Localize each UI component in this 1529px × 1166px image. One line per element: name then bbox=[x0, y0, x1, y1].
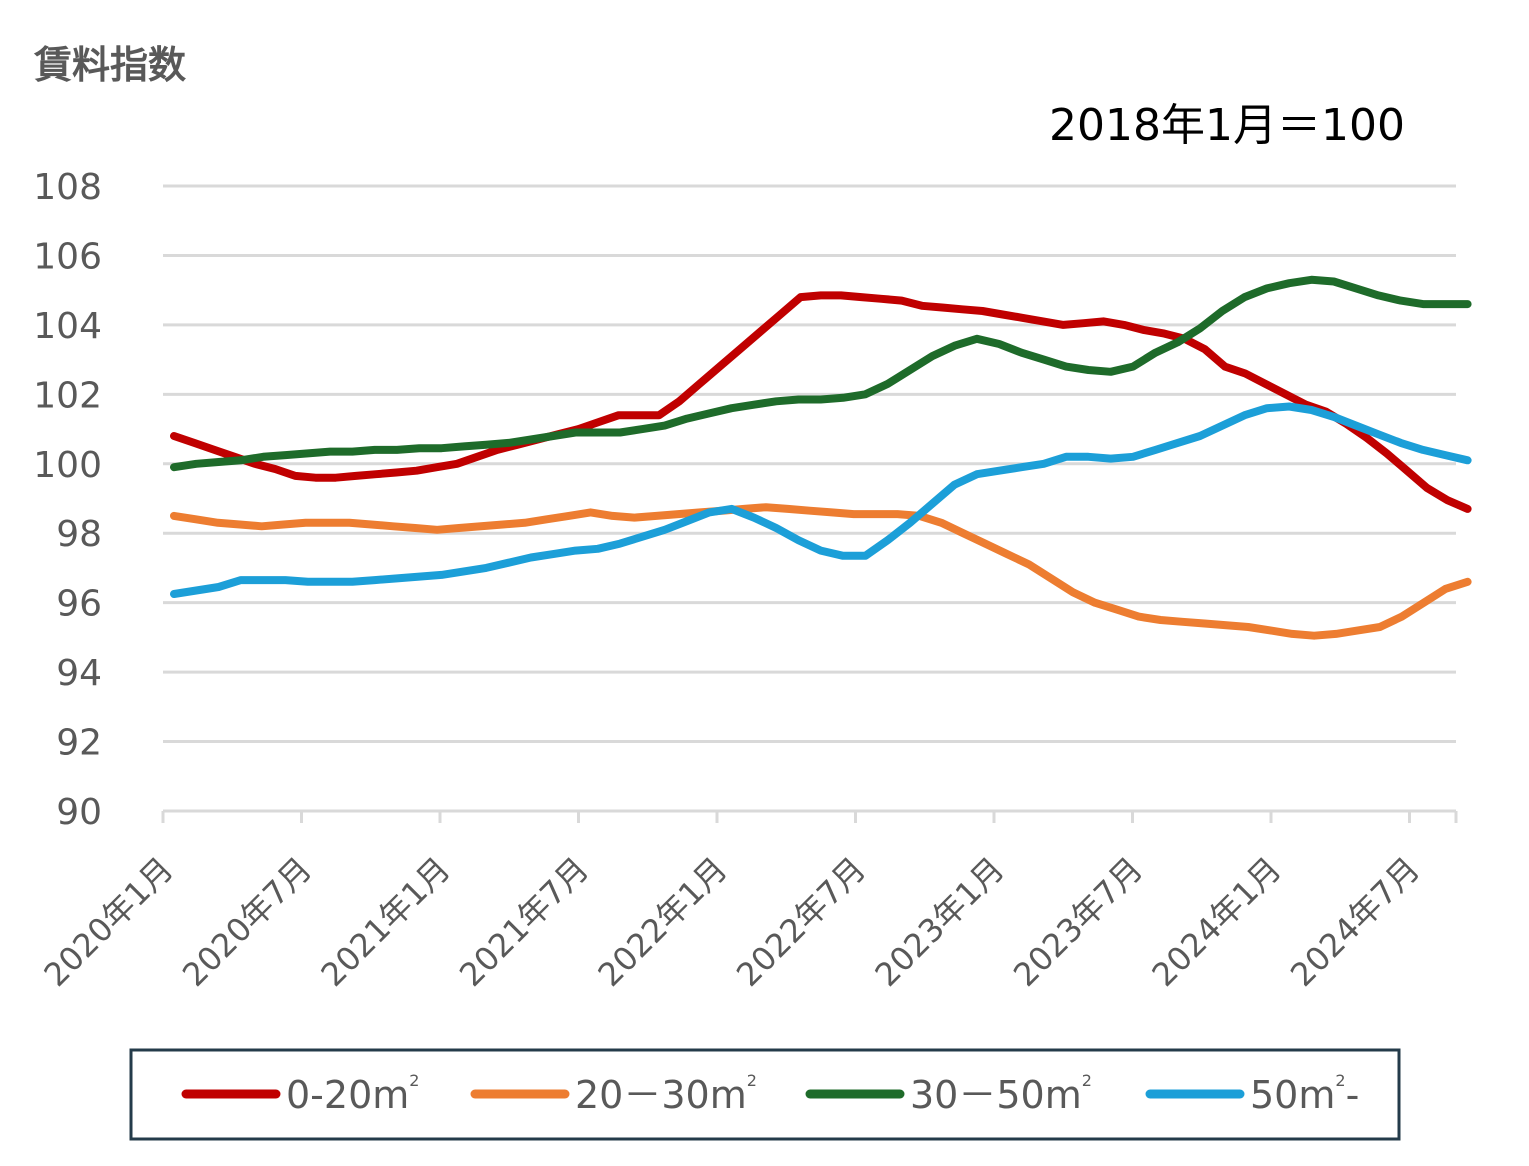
series-line-3 bbox=[170, 402, 1472, 598]
x-tick-label: 2021年7月 bbox=[452, 850, 596, 994]
x-tick-label: 2024年1月 bbox=[1145, 850, 1289, 994]
series-line-0 bbox=[170, 291, 1472, 513]
y-tick-label: 96 bbox=[56, 584, 102, 625]
series-line-1 bbox=[170, 503, 1472, 640]
x-tick-label: 2023年1月 bbox=[868, 850, 1012, 994]
x-tick-label: 2020年7月 bbox=[175, 850, 319, 994]
chart-title: 賃料指数 bbox=[33, 43, 186, 87]
base-annotation: 2018年1月＝100 bbox=[1049, 100, 1405, 151]
x-tick-label: 2023年7月 bbox=[1006, 850, 1150, 994]
y-tick-label: 92 bbox=[56, 723, 102, 764]
x-tick-label: 2024年7月 bbox=[1283, 850, 1427, 994]
y-tick-label: 100 bbox=[33, 445, 102, 486]
y-axis-ticks: 90 92 94 96 98 100 102 104 106 108 bbox=[33, 167, 102, 833]
x-tick-label: 2021年1月 bbox=[314, 850, 458, 994]
gridlines bbox=[163, 184, 1456, 813]
y-tick-label: 98 bbox=[56, 514, 102, 555]
y-tick-label: 90 bbox=[56, 792, 102, 833]
x-tick-label: 2020年1月 bbox=[37, 850, 181, 994]
legend-label-0: 0-20m2 bbox=[286, 1071, 419, 1117]
x-tick-label: 2022年7月 bbox=[729, 850, 873, 994]
series-lines bbox=[170, 275, 1472, 640]
legend: 0-20m2 20－30m2 30－50m2 50m2- bbox=[129, 1048, 1401, 1141]
y-tick-label: 108 bbox=[33, 167, 102, 208]
y-tick-label: 94 bbox=[56, 653, 102, 694]
legend-label-3: 50m2- bbox=[1250, 1071, 1359, 1117]
x-axis: 2020年1月2020年7月2021年1月2021年7月2022年1月2022年… bbox=[37, 811, 1458, 994]
legend-label-2: 30－50m2 bbox=[910, 1071, 1092, 1117]
series-line-2 bbox=[170, 275, 1472, 472]
y-tick-label: 106 bbox=[33, 236, 102, 277]
y-tick-label: 104 bbox=[33, 306, 102, 347]
x-tick-label: 2022年1月 bbox=[591, 850, 735, 994]
y-tick-label: 102 bbox=[33, 375, 102, 416]
legend-label-1: 20－30m2 bbox=[575, 1071, 757, 1117]
